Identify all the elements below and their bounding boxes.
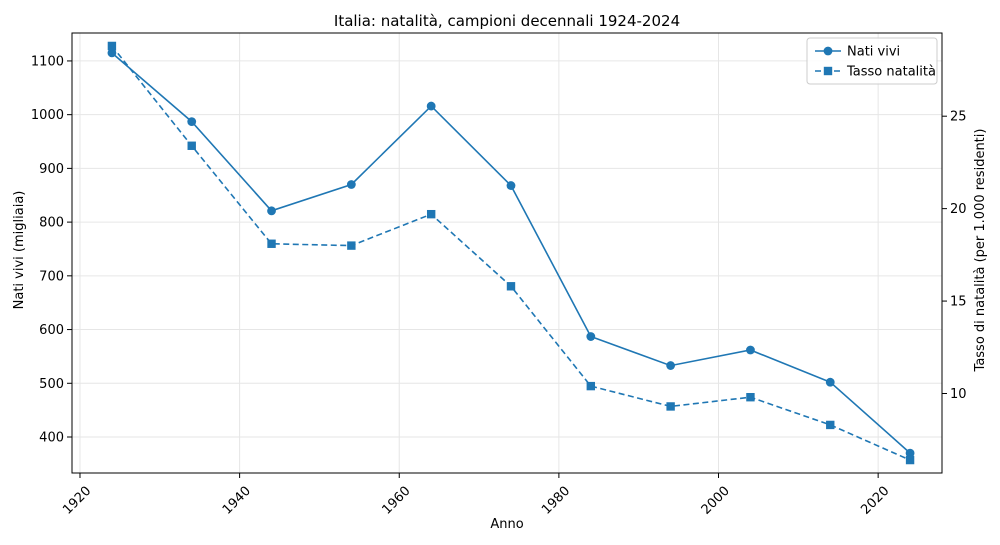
series-2 <box>107 41 915 465</box>
data-point <box>746 393 755 402</box>
y-right-tick-label: 15 <box>950 295 967 310</box>
data-point <box>107 48 117 58</box>
legend-marker <box>823 66 833 76</box>
legend-box <box>806 37 938 85</box>
data-point <box>586 332 596 341</box>
data-point <box>267 239 276 248</box>
data-point <box>187 117 197 127</box>
y-left-tick-label: 700 <box>39 269 64 284</box>
data-point <box>346 180 356 189</box>
data-point <box>347 241 356 250</box>
legend-label: Tasso natalità <box>846 65 936 80</box>
data-point <box>426 209 436 219</box>
legend-marker <box>823 46 833 56</box>
y-left-tick-label: 800 <box>39 216 64 231</box>
axes: 1920 1940 1960 1980 2000 20204005006007008009… <box>31 54 967 517</box>
y-left-tick-label: 1100 <box>31 54 64 69</box>
data-point <box>267 206 276 216</box>
chart-title: Italia: natalità, campioni decennali 192… <box>334 12 680 30</box>
legend: Nati vivi Tasso natalità <box>806 37 938 85</box>
grid <box>72 33 942 473</box>
data-point <box>586 381 596 391</box>
series-1 <box>107 48 915 458</box>
y-left-axis-title: Nati vivi (migliaia) <box>12 191 27 310</box>
data-point <box>506 282 516 291</box>
data-point <box>426 101 436 111</box>
y-right-axis-title: Tasso di natalità (per 1.000 residenti) <box>973 129 988 373</box>
y-left-tick-label: 1000 <box>31 108 64 123</box>
legend-item: Nati vivi <box>815 45 900 60</box>
y-left-tick-label: 600 <box>39 323 64 338</box>
x-axis-title: Anno <box>490 517 523 532</box>
y-right-tick-label: 10 <box>950 387 967 402</box>
data-point <box>666 402 675 411</box>
data-point <box>825 377 835 387</box>
data-point <box>107 41 117 51</box>
data-point <box>666 361 676 370</box>
legend-item: Tasso natalità <box>815 65 936 80</box>
y-left-tick-label: 500 <box>39 377 64 392</box>
y-left-tick-label: 400 <box>39 431 64 446</box>
data-point <box>506 181 516 190</box>
y-right-tick-label: 25 <box>950 110 967 125</box>
data-point <box>746 345 755 355</box>
data-point <box>826 420 835 430</box>
y-right-tick-label: 20 <box>950 202 967 217</box>
y-left-tick-label: 900 <box>39 162 64 177</box>
legend-label: Nati vivi <box>847 45 900 60</box>
plot-frame <box>71 32 943 474</box>
series-layer <box>107 41 915 465</box>
data-point <box>905 448 915 458</box>
data-point <box>905 455 915 465</box>
data-point <box>187 141 196 150</box>
